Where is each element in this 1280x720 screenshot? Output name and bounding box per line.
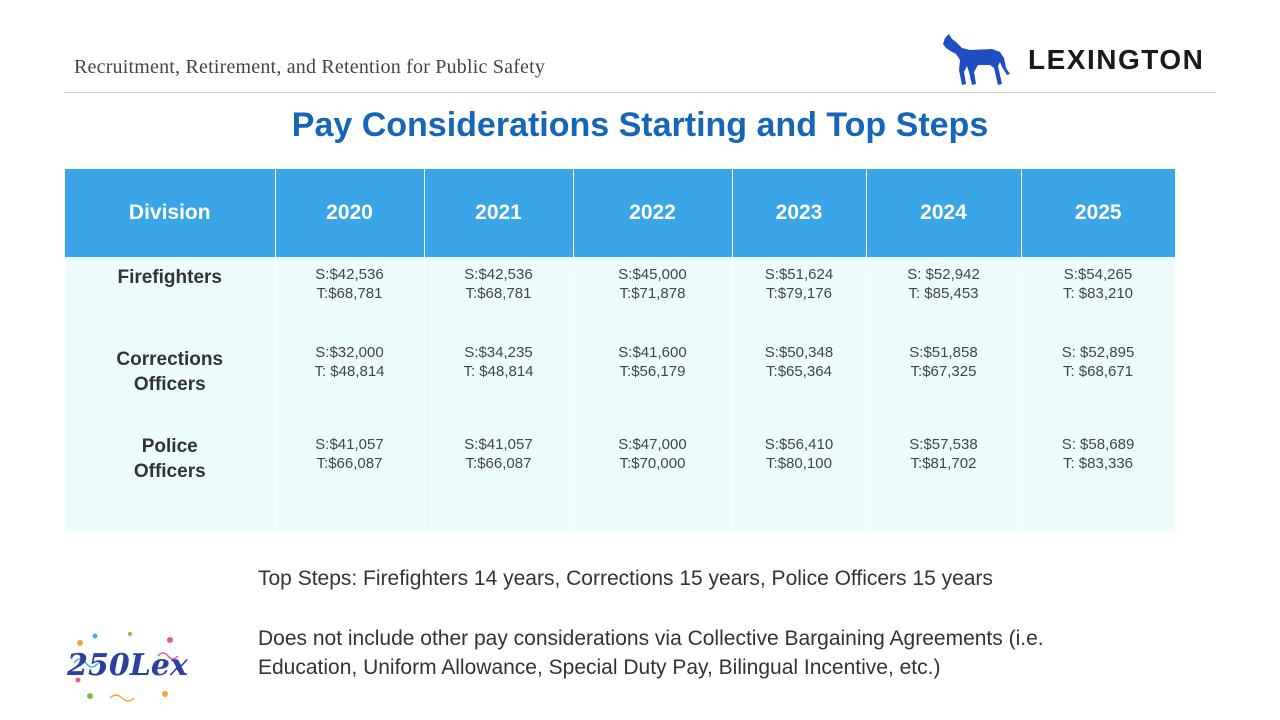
- top-pay: T:$70,000: [619, 455, 686, 472]
- division-label: Police: [141, 436, 198, 457]
- confetti-icon: [73, 632, 181, 702]
- table-header-row: Division 2020 2021 2022 2023 2024 2025: [65, 169, 1175, 257]
- start-pay: S: $52,942: [907, 266, 980, 283]
- pay-cell: S:$47,000 T:$70,000: [573, 427, 733, 532]
- pay-cell: S:$42,536 T:$68,781: [275, 257, 425, 335]
- pay-cell: S:$34,235 T: $48,814: [424, 335, 574, 427]
- pay-cell: S:$41,600 T:$56,179: [573, 335, 733, 427]
- disclaimer-note: Does not include other pay consideration…: [258, 624, 1188, 682]
- pay-cell: S:$54,265 T: $83,210: [1021, 257, 1176, 335]
- 250-lex-badge: 250Lex: [67, 628, 188, 703]
- table-row-corrections: Corrections Officers S:$32,000 T: $48,814…: [65, 335, 1176, 427]
- top-pay: T: $48,814: [463, 363, 534, 380]
- pay-cell: S: $52,895 T: $68,671: [1021, 335, 1176, 427]
- column-header-2025: 2025: [1021, 169, 1175, 257]
- start-pay: S:$42,536: [464, 266, 533, 283]
- horse-icon: [943, 34, 1010, 85]
- start-pay: S:$54,265: [1063, 266, 1133, 283]
- start-pay: S:$57,538: [909, 436, 978, 453]
- top-pay: T: $85,453: [908, 285, 979, 302]
- header-divider: [64, 92, 1216, 93]
- start-pay: S:$34,235: [464, 344, 533, 361]
- division-label: Corrections: [116, 349, 224, 370]
- top-pay: T:$56,179: [619, 363, 686, 380]
- top-pay: T:$66,087: [465, 455, 532, 472]
- start-pay: S:$32,000: [315, 344, 384, 361]
- pay-cell: S:$32,000 T: $48,814: [275, 335, 425, 427]
- division-cell: Firefighters: [65, 257, 276, 335]
- table-row-police: Police Officers S:$41,057 T:$66,087 S:$41…: [65, 427, 1176, 532]
- disclaimer-line: Education, Uniform Allowance, Special Du…: [258, 656, 941, 679]
- start-pay: S:$45,000: [618, 266, 687, 283]
- start-pay: S:$42,536: [315, 266, 384, 283]
- disclaimer-line: Does not include other pay consideration…: [258, 627, 1044, 650]
- start-pay: S:$47,000: [618, 436, 687, 453]
- division-cell: Corrections Officers: [65, 335, 276, 427]
- top-pay: T:$81,702: [910, 455, 977, 472]
- header-title: Recruitment, Retirement, and Retention f…: [74, 56, 546, 78]
- logo-text: LEXINGTON: [1028, 44, 1205, 75]
- pay-cell: S:$41,057 T:$66,087: [424, 427, 574, 532]
- column-header-2024: 2024: [866, 169, 1022, 257]
- pay-cell: S:$51,624 T:$79,176: [732, 257, 867, 335]
- pay-table: Division 2020 2021 2022 2023 2024 2025 F…: [65, 169, 1176, 532]
- top-pay: T:$79,176: [766, 285, 832, 302]
- start-pay: S: $58,689: [1061, 436, 1135, 453]
- column-header-2023: 2023: [732, 169, 867, 257]
- start-pay: S:$41,600: [618, 344, 687, 361]
- column-header-2020: 2020: [275, 169, 425, 257]
- top-pay: T: $83,336: [1062, 455, 1134, 472]
- pay-cell: S:$51,858 T:$67,325: [866, 335, 1022, 427]
- pay-cell: S:$41,057 T:$66,087: [275, 427, 425, 532]
- table-row-firefighters: Firefighters S:$42,536 T:$68,781 S:$42,53…: [65, 257, 1176, 335]
- division-label: Officers: [133, 461, 206, 482]
- top-pay: T:$80,100: [766, 455, 832, 472]
- top-pay: T: $48,814: [314, 363, 385, 380]
- top-pay: T:$68,781: [465, 285, 532, 302]
- division-cell: Police Officers: [65, 427, 276, 532]
- start-pay: S: $52,895: [1061, 344, 1135, 361]
- start-pay: S:$51,858: [909, 344, 978, 361]
- page-title: Pay Considerations Starting and Top Step…: [291, 106, 989, 144]
- column-header-2021: 2021: [424, 169, 574, 257]
- pay-cell: S:$57,538 T:$81,702: [866, 427, 1022, 532]
- division-label: Firefighters: [117, 267, 223, 288]
- pay-cell: S: $58,689 T: $83,336: [1021, 427, 1176, 532]
- start-pay: S:$41,057: [464, 436, 533, 453]
- top-pay: T: $83,210: [1062, 285, 1134, 302]
- top-pay: T: $68,671: [1062, 363, 1134, 380]
- top-pay: T:$67,325: [910, 363, 977, 380]
- column-header-2022: 2022: [573, 169, 733, 257]
- start-pay: S:$41,057: [315, 436, 384, 453]
- pay-cell: S:$50,348 T:$65,364: [732, 335, 867, 427]
- top-pay: T:$68,781: [316, 285, 383, 302]
- pay-cell: S: $52,942 T: $85,453: [866, 257, 1022, 335]
- start-pay: S:$56,410: [764, 436, 834, 453]
- top-pay: T:$71,878: [619, 285, 686, 302]
- pay-cell: S:$45,000 T:$71,878: [573, 257, 733, 335]
- badge-text: 250Lex: [67, 648, 188, 683]
- pay-cell: S:$42,536 T:$68,781: [424, 257, 574, 335]
- start-pay: S:$51,624: [764, 266, 834, 283]
- top-steps-note: Top Steps: Firefighters 14 years, Correc…: [258, 567, 993, 590]
- lexington-logo: LEXINGTON: [940, 32, 1204, 88]
- top-pay: T:$65,364: [766, 363, 832, 380]
- top-pay: T:$66,087: [316, 455, 383, 472]
- pay-cell: S:$56,410 T:$80,100: [732, 427, 867, 532]
- division-label: Officers: [133, 374, 206, 395]
- column-header-division: Division: [65, 169, 276, 257]
- start-pay: S:$50,348: [764, 344, 834, 361]
